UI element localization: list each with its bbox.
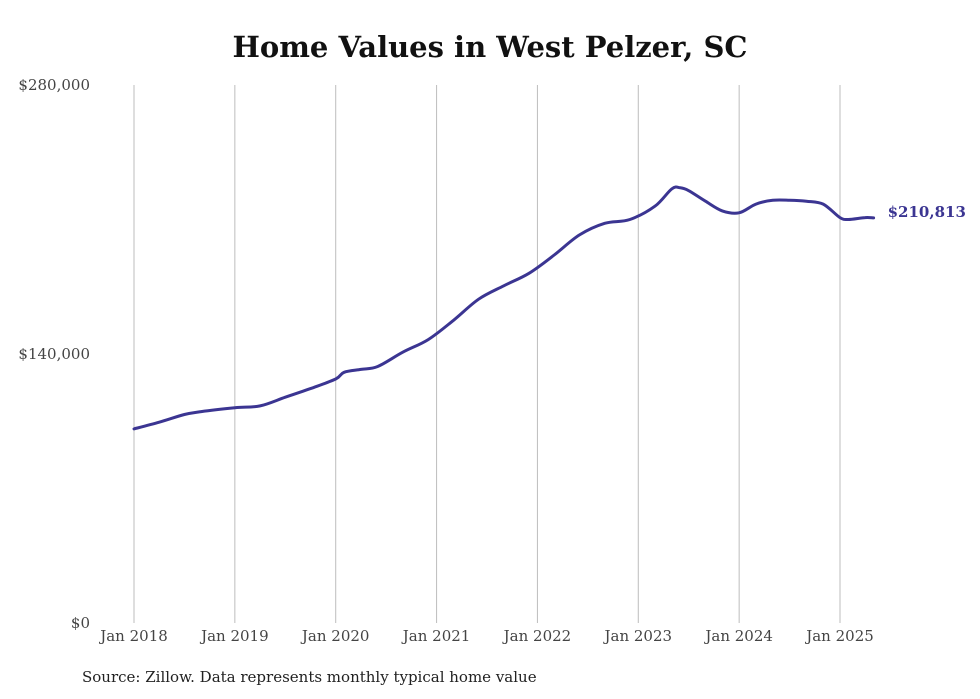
x-tick-label: Jan 2025 [804,627,874,645]
y-tick-label: $0 [71,614,90,632]
x-tick-label: Jan 2024 [703,627,773,645]
x-tick-label: Jan 2019 [199,627,269,645]
x-tick-label: Jan 2020 [300,627,370,645]
x-tick-label: Jan 2022 [502,627,572,645]
chart-title: Home Values in West Pelzer, SC [232,30,748,64]
home-value-line [132,185,876,431]
y-tick-label: $140,000 [18,345,90,363]
source-note: Source: Zillow. Data represents monthly … [82,668,537,686]
x-tick-label: Jan 2018 [98,627,168,645]
end-value-label: $210,813 [888,203,966,221]
x-tick-label: Jan 2023 [603,627,673,645]
x-tick-label: Jan 2021 [401,627,471,645]
y-tick-label: $280,000 [18,76,90,94]
